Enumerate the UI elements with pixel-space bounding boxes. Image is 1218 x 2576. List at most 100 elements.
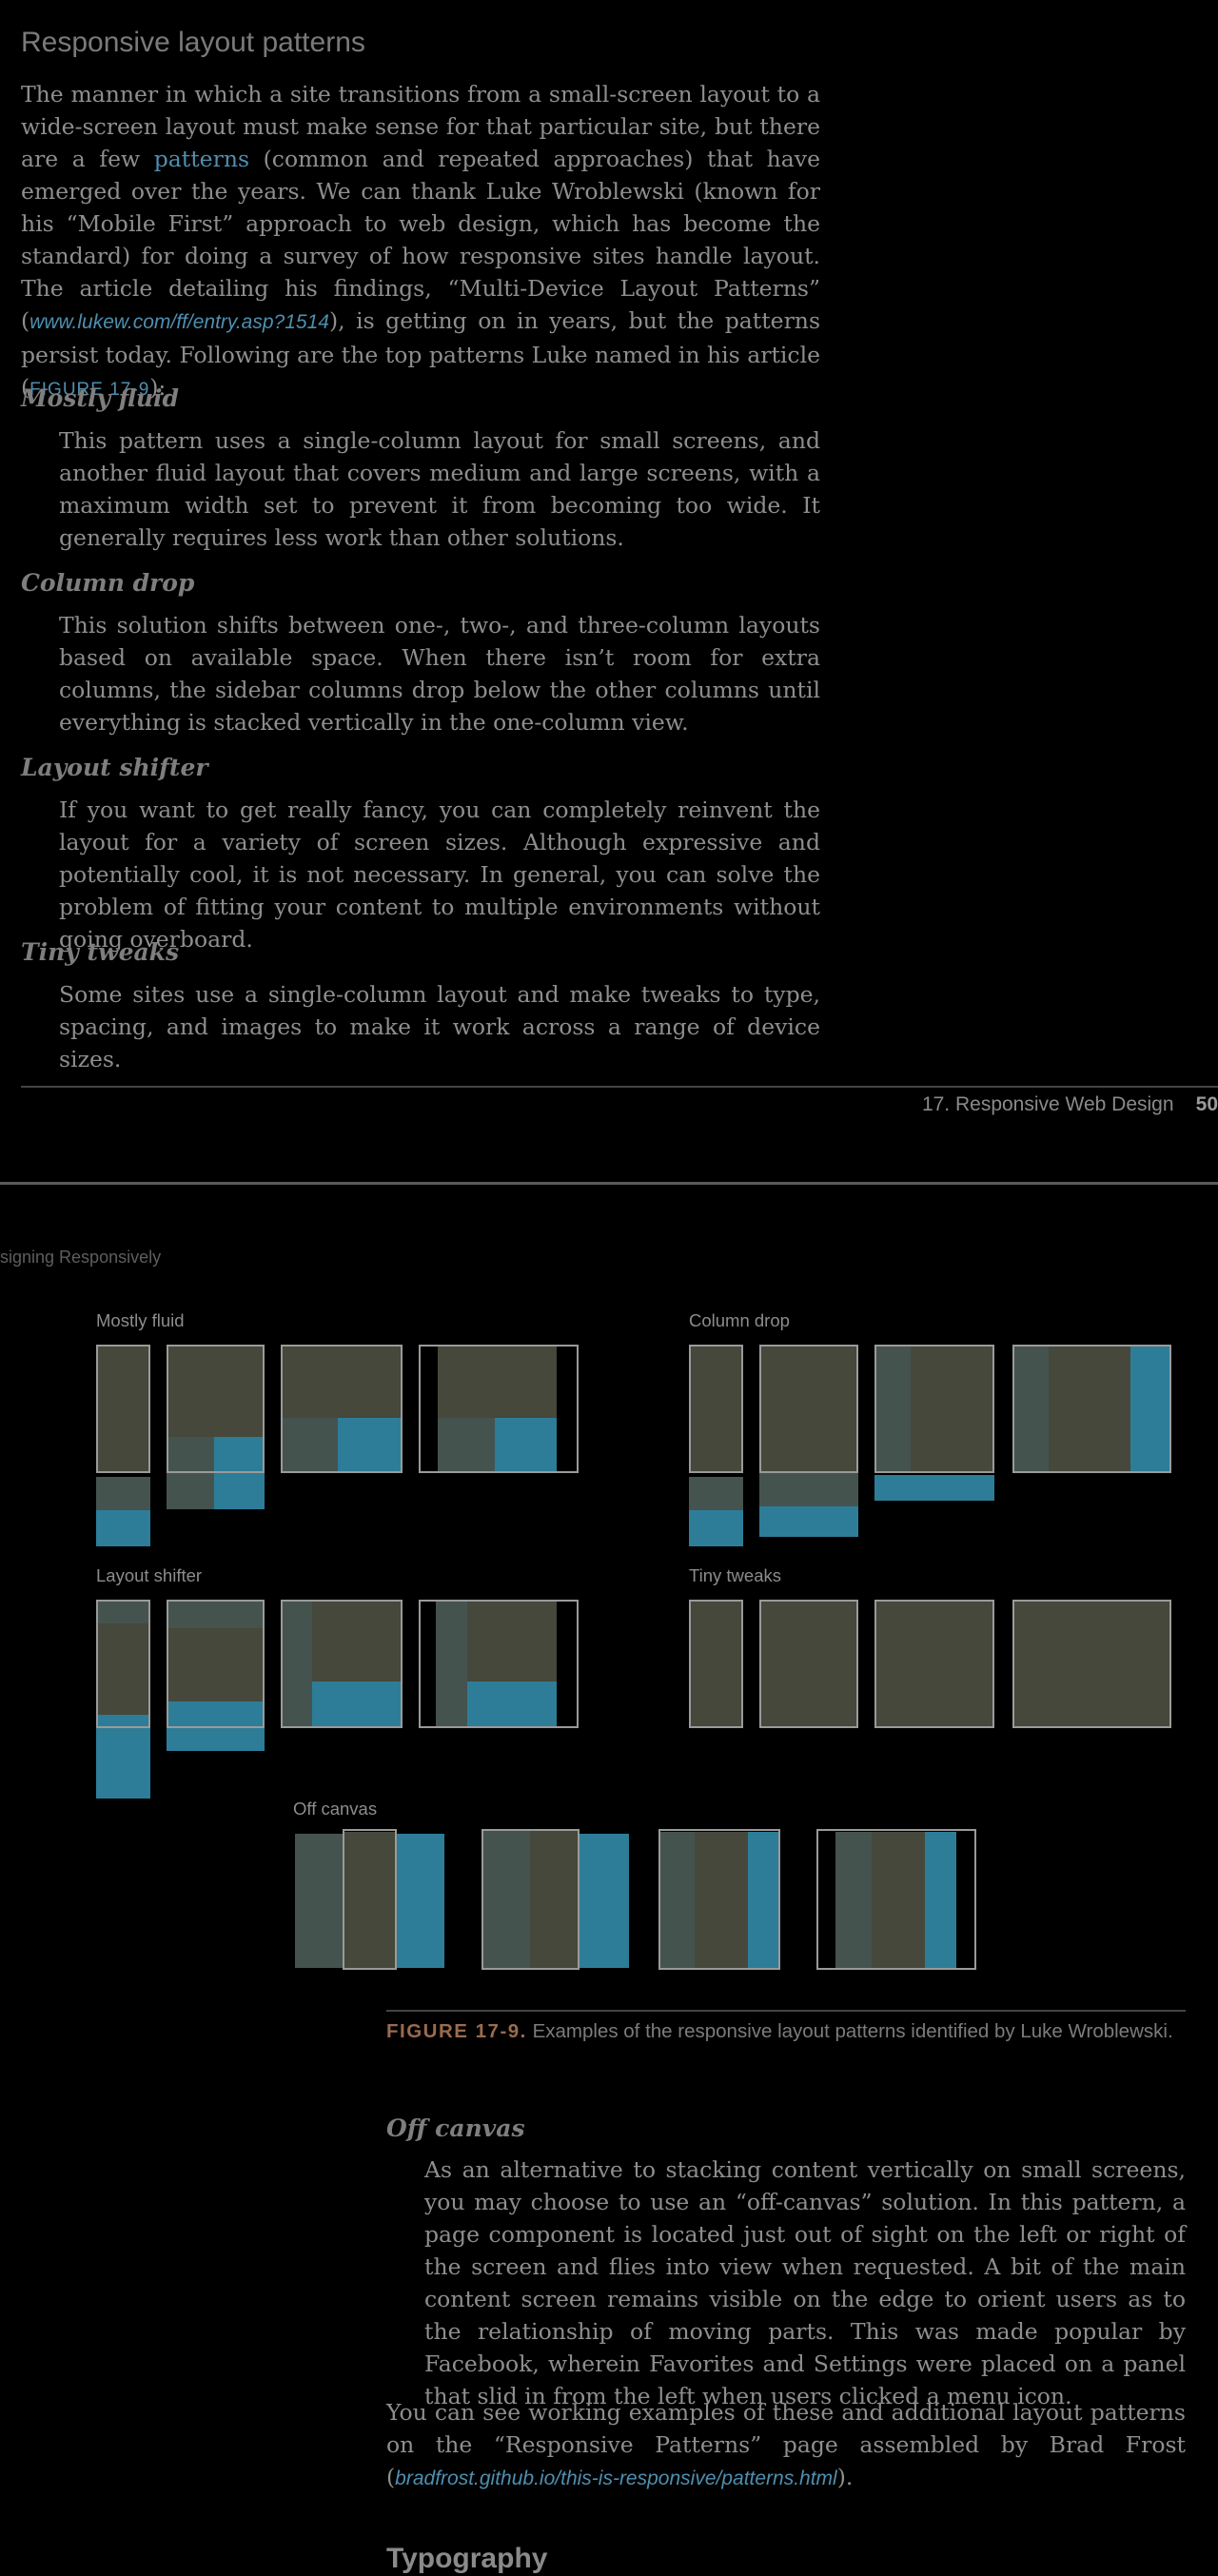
intro-text-1: The manner in which a site transitions f…: [21, 81, 820, 172]
ls-frame-2: [167, 1600, 265, 1728]
ls-frame-3: [281, 1600, 403, 1728]
tt-frame-2-main: [759, 1600, 858, 1728]
ls-frame-2-bottom: [167, 1701, 265, 1751]
label-column-drop: Column drop: [689, 1310, 790, 1330]
tt-frame-1: [689, 1600, 743, 1728]
oc-frame-4-main: [872, 1832, 925, 1970]
page-footer: 17. Responsive Web Design 50: [922, 1093, 1218, 1116]
term-mostly-fluid: Mostly fluid: [21, 384, 180, 412]
ls-frame-1-top: [96, 1600, 150, 1623]
cd-frame-3-main: [911, 1345, 994, 1473]
cd-frame-1-drop-2: [689, 1510, 743, 1546]
cd-frame-3-side: [874, 1345, 911, 1473]
ls-frame-1-main: [96, 1623, 150, 1715]
cd-frame-2-drop-2: [759, 1506, 858, 1537]
tt-frame-3: [874, 1600, 994, 1728]
running-head: signing Responsively: [0, 1248, 162, 1267]
caption-text: Examples of the responsive layout patter…: [532, 2020, 1173, 2042]
ls-frame-2-top: [167, 1600, 265, 1628]
cd-frame-4-right: [1130, 1345, 1171, 1473]
mf-frame-2-drop-left: [167, 1473, 214, 1509]
tt-frame-1-main: [689, 1600, 743, 1728]
label-off-canvas: Off canvas: [293, 1799, 378, 1819]
ls-frame-1: [96, 1600, 150, 1728]
label-tiny-tweaks: Tiny tweaks: [689, 1565, 781, 1585]
def-mostly-fluid: This pattern uses a single-column layout…: [59, 427, 820, 551]
ls-frame-1-bottom: [96, 1715, 150, 1799]
oc-frame-2-right-panel: [580, 1834, 629, 1968]
mf-frame-1-main: [96, 1345, 150, 1473]
oc-frame-3-left-panel: [658, 1832, 695, 1970]
cd-frame-3-drop: [874, 1475, 994, 1501]
mf-frame-3-left: [281, 1418, 338, 1473]
intro-text-2: (common and repeated approaches) that ha…: [21, 146, 820, 334]
cd-frame-3: [874, 1345, 994, 1473]
tt-frame-3-main: [874, 1600, 994, 1728]
closing-paragraph: You can see working examples of these an…: [386, 2396, 1186, 2495]
oc-frame-2-left-panel: [481, 1829, 530, 1970]
def-off-canvas: As an alternative to stacking content ve…: [424, 2156, 1186, 2409]
intro-text-3: ), is getting on in years, but the patte…: [21, 307, 820, 401]
cd-frame-4: [1012, 1345, 1171, 1473]
cd-frame-2: [759, 1345, 858, 1473]
cd-frame-1-drop-1: [689, 1477, 743, 1510]
mf-frame-2-left: [167, 1437, 214, 1473]
section-heading: Responsive layout patterns: [21, 27, 365, 58]
mf-frame-2-main: [167, 1345, 265, 1437]
footer-chapter: 17. Responsive Web Design: [921, 1093, 1174, 1115]
term-tiny-tweaks: Tiny tweaks: [21, 938, 180, 966]
mf-frame-2-drop-right: [214, 1473, 265, 1509]
ls-frame-4-side: [436, 1600, 467, 1728]
def-layout-shifter: If you want to get really fancy, you can…: [59, 796, 820, 953]
mf-frame-1: [96, 1345, 150, 1473]
term-layout-shifter: Layout shifter: [21, 754, 208, 781]
oc-frame-3-main: [695, 1832, 748, 1970]
bradfrost-url-link[interactable]: bradfrost.github.io/this-is-responsive/p…: [395, 2468, 837, 2489]
mf-frame-4-left: [438, 1418, 495, 1473]
mf-frame-1-drop-2: [96, 1510, 150, 1546]
label-mostly-fluid: Mostly fluid: [96, 1310, 185, 1330]
caption-figure-number: FIGURE 17-9.: [386, 2020, 527, 2042]
cd-frame-2-drop-1: [759, 1473, 858, 1506]
term-off-canvas: Off canvas: [386, 2114, 525, 2142]
figure-ref-link[interactable]: FIGURE 17-9: [29, 380, 150, 400]
ls-frame-3-main: [312, 1600, 403, 1681]
cd-frame-2-main: [759, 1345, 858, 1473]
mf-frame-4-right: [495, 1418, 557, 1473]
caption-rule: [386, 2010, 1186, 2012]
cd-frame-1-main: [689, 1345, 743, 1473]
ls-frame-2-main: [167, 1628, 265, 1701]
mf-frame-4: [419, 1345, 579, 1473]
oc-frame-1-left-panel: [295, 1834, 343, 1968]
oc-frame-3: [658, 1829, 780, 1970]
ls-frame-4-main: [467, 1600, 557, 1681]
mf-frame-4-main: [438, 1345, 557, 1418]
footer-page-number: 50: [1195, 1093, 1218, 1115]
oc-frame-1-right-panel: [397, 1834, 444, 1968]
mf-frame-3-right: [338, 1418, 403, 1473]
tt-frame-4-main: [1012, 1600, 1171, 1728]
oc-frame-3-right-panel: [748, 1832, 779, 1970]
mf-frame-3: [281, 1345, 403, 1473]
oc-frame-4-right-panel: [925, 1832, 956, 1970]
page-separator: [0, 1182, 1218, 1185]
ls-frame-4-bottom: [467, 1681, 557, 1728]
mf-frame-3-main: [281, 1345, 403, 1418]
label-layout-shifter: Layout shifter: [96, 1565, 203, 1585]
cd-frame-1: [689, 1345, 743, 1473]
figure-caption: FIGURE 17-9. Examples of the responsive …: [386, 2019, 1186, 2044]
intro-paragraph: The manner in which a site transitions f…: [21, 78, 820, 406]
tt-frame-2: [759, 1600, 858, 1728]
intro-text-4: ):: [149, 374, 167, 401]
oc-frame-1: [343, 1829, 397, 1970]
closing-text-1: You can see working examples of these an…: [386, 2399, 1186, 2490]
oc-frame-4-left-panel: [835, 1832, 872, 1970]
ls-frame-3-bottom: [312, 1681, 403, 1728]
def-column-drop: This solution shifts between one-, two-,…: [59, 612, 820, 736]
closing-text-2: ).: [836, 2464, 854, 2490]
lukew-url-link[interactable]: www.lukew.com/ff/entry.asp?1514: [29, 311, 329, 333]
mf-frame-2-right: [214, 1437, 265, 1473]
def-tiny-tweaks: Some sites use a single-column layout an…: [59, 981, 820, 1072]
mf-frame-2: [167, 1345, 265, 1473]
patterns-link[interactable]: patterns: [153, 146, 250, 172]
